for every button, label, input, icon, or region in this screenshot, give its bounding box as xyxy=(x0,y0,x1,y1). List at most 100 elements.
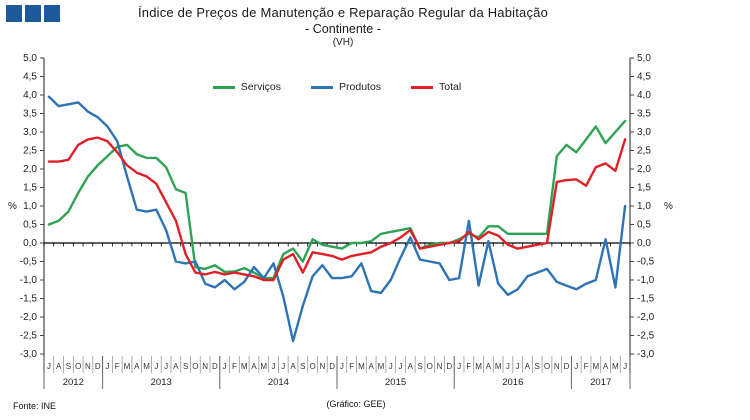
month-label: A xyxy=(173,362,179,371)
legend-swatch-servicos xyxy=(212,85,235,89)
y-axis-label-left: 1,0 xyxy=(23,201,37,212)
month-label: D xyxy=(95,362,101,371)
month-label: M xyxy=(124,362,131,371)
month-label: M xyxy=(260,362,267,371)
y-axis-unit-right: % xyxy=(664,201,673,212)
month-label: O xyxy=(192,362,198,371)
chart-subtitle: - Continente - xyxy=(305,22,381,36)
year-label: 2014 xyxy=(268,377,289,388)
year-label: 2013 xyxy=(151,377,172,388)
y-axis-label-right: 5,0 xyxy=(637,53,651,64)
credit-note: (Gráfico: GEE) xyxy=(326,399,386,409)
y-axis-label-right: -1,0 xyxy=(637,275,655,286)
y-axis-label-right: -3,0 xyxy=(637,349,655,360)
month-label: S xyxy=(535,362,540,371)
month-label: A xyxy=(290,362,296,371)
y-axis-label-left: 2,0 xyxy=(23,164,37,175)
month-label: S xyxy=(300,362,305,371)
brand-square xyxy=(44,5,60,22)
y-axis-label-right: 1,0 xyxy=(637,201,651,212)
month-label: J xyxy=(154,362,158,371)
month-label: J xyxy=(340,362,344,371)
month-label: F xyxy=(466,362,471,371)
y-axis-label-left: 4,5 xyxy=(23,72,37,83)
month-label: D xyxy=(564,362,570,371)
month-label: M xyxy=(143,362,150,371)
chart-header: Índice de Preços de Manutenção e Reparaç… xyxy=(0,5,686,48)
month-label: J xyxy=(457,362,461,371)
chart-title: Índice de Preços de Manutenção e Reparaç… xyxy=(137,5,549,20)
month-label: F xyxy=(349,362,354,371)
year-label: 2017 xyxy=(590,377,611,388)
month-label: F xyxy=(232,362,237,371)
month-label: A xyxy=(408,362,414,371)
brand-squares xyxy=(6,5,60,22)
y-axis-label-right: 0,0 xyxy=(637,238,651,249)
y-axis-label-left: -0,5 xyxy=(20,257,38,268)
month-label: M xyxy=(495,362,502,371)
month-label: N xyxy=(319,362,325,371)
y-axis-label-left: 5,0 xyxy=(23,53,37,64)
y-axis-label-left: -1,0 xyxy=(20,275,38,286)
source-note: Fonte: INE xyxy=(13,401,57,411)
legend-item-produtos: Produtos xyxy=(311,81,381,93)
y-axis-label-left: -1,5 xyxy=(20,294,38,305)
month-label: J xyxy=(516,362,520,371)
month-label: N xyxy=(554,362,560,371)
y-axis-label-right: 4,0 xyxy=(637,90,651,101)
month-label: O xyxy=(309,362,315,371)
chart-unit-note: (VH) xyxy=(332,37,354,48)
month-label: S xyxy=(183,362,188,371)
y-axis-label-right: 3,0 xyxy=(637,127,651,138)
month-label: M xyxy=(358,362,365,371)
month-label: N xyxy=(437,362,443,371)
month-label: J xyxy=(389,362,393,371)
month-label: A xyxy=(525,362,531,371)
y-axis-label-left: 0,0 xyxy=(23,238,37,249)
series-line-total xyxy=(47,136,627,282)
legend-label: Total xyxy=(439,81,462,93)
y-axis-label-right: 2,5 xyxy=(637,146,651,157)
y-axis-unit-left: % xyxy=(8,201,17,212)
legend: Serviços Produtos Total xyxy=(0,81,674,93)
month-label: A xyxy=(486,362,492,371)
y-axis-label-left: -3,0 xyxy=(20,349,38,360)
month-label: J xyxy=(47,362,51,371)
y-axis-label-left: 3,5 xyxy=(23,109,37,120)
y-axis-label-right: 2,0 xyxy=(637,164,651,175)
y-axis-label-left: -2,5 xyxy=(20,331,38,342)
month-label: J xyxy=(506,362,510,371)
month-label: A xyxy=(603,362,609,371)
y-axis-label-left: 0,5 xyxy=(23,220,37,231)
legend-swatch-total xyxy=(411,85,434,89)
month-label: M xyxy=(378,362,385,371)
y-axis-label-left: 4,0 xyxy=(23,90,37,101)
month-label: J xyxy=(105,362,109,371)
y-axis-label-right: -2,5 xyxy=(637,331,655,342)
month-label: F xyxy=(584,362,589,371)
month-label: O xyxy=(75,362,81,371)
series-line-servios xyxy=(47,119,627,280)
month-label: J xyxy=(223,362,227,371)
month-label: S xyxy=(66,362,71,371)
year-label: 2012 xyxy=(63,377,84,388)
series-line-produtos xyxy=(47,95,627,343)
y-axis-label-right: 0,5 xyxy=(637,220,651,231)
y-axis-label-left: -2,0 xyxy=(20,312,38,323)
month-label: M xyxy=(241,362,248,371)
legend-item-servicos: Serviços xyxy=(212,81,281,93)
month-label: J xyxy=(574,362,578,371)
month-label: N xyxy=(85,362,91,371)
month-label: J xyxy=(164,362,168,371)
y-axis-label-right: -1,5 xyxy=(637,294,655,305)
y-axis-label-right: -2,0 xyxy=(637,312,655,323)
y-axis-label-right: 1,5 xyxy=(637,183,651,194)
legend-item-total: Total xyxy=(411,81,461,93)
month-label: D xyxy=(212,362,218,371)
y-axis-label-right: -0,5 xyxy=(637,257,655,268)
month-label: O xyxy=(427,362,433,371)
brand-square xyxy=(6,5,22,22)
year-label: 2015 xyxy=(385,377,406,388)
brand-square xyxy=(25,5,41,22)
